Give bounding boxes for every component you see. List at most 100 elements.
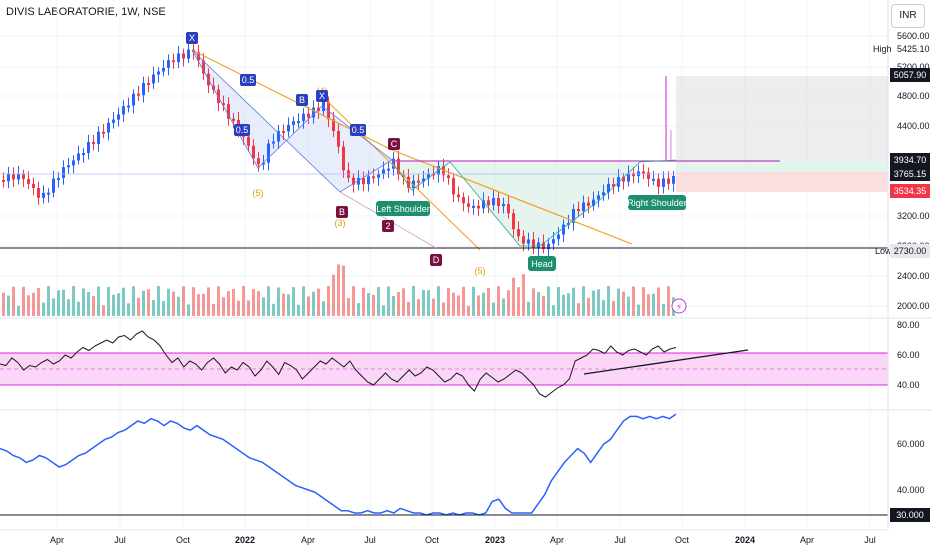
candle-body — [117, 114, 120, 120]
x2-label: X — [319, 91, 325, 101]
candle-body — [367, 176, 370, 185]
candle-body — [282, 131, 285, 134]
volume-bar — [577, 303, 580, 316]
candle-body — [137, 93, 140, 96]
wave-3-label: (3) — [335, 218, 346, 228]
candle-body — [2, 180, 5, 182]
volume-bar — [17, 305, 20, 316]
candle-body — [632, 173, 635, 177]
level1-tag: 3934.70 — [894, 155, 927, 165]
volume-bar — [517, 287, 520, 316]
volume-bar — [497, 286, 500, 316]
candle-body — [122, 106, 125, 115]
volume-bar — [247, 300, 250, 316]
candle-body — [552, 239, 555, 244]
candle-body — [642, 171, 645, 174]
volume-bar — [327, 286, 330, 316]
b2-label: B — [339, 207, 345, 217]
candle-body — [12, 173, 15, 180]
candle-body — [22, 173, 25, 180]
candle-body — [202, 60, 205, 74]
volume-bar — [12, 286, 15, 316]
volume-bar — [662, 303, 665, 316]
volume-bar — [527, 301, 530, 316]
candle-body — [232, 118, 235, 121]
hs-pattern-fill — [392, 162, 640, 246]
volume-bar — [52, 298, 55, 316]
volume-bar — [322, 301, 325, 316]
volume-bar — [407, 301, 410, 316]
candle-body — [277, 131, 280, 142]
volume-bar — [172, 291, 175, 316]
volume-bar — [447, 288, 450, 316]
candle-body — [17, 173, 20, 180]
time-tick-label: Apr — [50, 535, 64, 545]
candle-body — [257, 158, 260, 165]
volume-bar — [342, 265, 345, 316]
volume-bar — [627, 296, 630, 316]
candle-body — [467, 203, 470, 207]
volume-bar — [372, 294, 375, 316]
rsi-tick-label: 80.00 — [897, 320, 920, 330]
oscillator-line — [0, 413, 677, 516]
volume-bar — [287, 294, 290, 316]
lightning-icon[interactable] — [671, 298, 687, 314]
d1-label: D — [433, 255, 440, 265]
candle-body — [32, 183, 35, 189]
chart-title: DIVIS LABORATORIE, 1W, NSE — [6, 6, 166, 18]
time-tick-label: Jul — [614, 535, 626, 545]
volume-bar — [167, 288, 170, 316]
candle-body — [497, 198, 500, 207]
candle-body — [222, 103, 225, 106]
volume-bar — [157, 286, 160, 316]
volume-bar — [132, 286, 135, 316]
candle-body — [502, 203, 505, 207]
candle-body — [652, 178, 655, 181]
volume-bar — [87, 292, 90, 316]
candle-body — [492, 198, 495, 206]
candle-body — [602, 192, 605, 196]
candle-body — [262, 162, 265, 165]
volume-bar — [2, 292, 5, 316]
ratio2-label: 0.5 — [236, 125, 249, 135]
candle-body — [452, 178, 455, 195]
time-tick-label: Oct — [176, 535, 191, 545]
candle-body — [187, 49, 190, 59]
currency-button[interactable]: INR — [891, 4, 925, 28]
candle-body — [667, 178, 670, 184]
high-label: High — [873, 44, 892, 54]
volume-bar — [207, 287, 210, 316]
candle-body — [507, 203, 510, 214]
candle-body — [102, 131, 105, 134]
candle-body — [622, 177, 625, 182]
time-tick-label: Oct — [675, 535, 690, 545]
candle-body — [487, 200, 490, 206]
candle-body — [557, 234, 560, 240]
volume-bar — [77, 301, 80, 316]
volume-bar — [227, 291, 230, 316]
channel-line — [391, 149, 633, 245]
volume-bar — [197, 294, 200, 316]
volume-bar — [92, 296, 95, 316]
rsi-trendline — [583, 349, 749, 375]
volume-bar — [387, 286, 390, 316]
n2-label: 2 — [385, 221, 390, 231]
candle-body — [302, 113, 305, 122]
volume-bar — [617, 288, 620, 316]
high-value: 5425.10 — [897, 44, 930, 54]
volume-bar — [502, 298, 505, 316]
candle-body — [132, 93, 135, 106]
fan-line — [321, 95, 481, 251]
volume-bar — [642, 287, 645, 316]
volume-bar — [127, 303, 130, 316]
candle-body — [342, 146, 345, 171]
candle-body — [357, 178, 360, 185]
c1-label: C — [391, 139, 398, 149]
volume-bar — [482, 292, 485, 316]
volume-bar — [202, 293, 205, 316]
hs-outline — [391, 159, 677, 247]
volume-bar — [312, 291, 315, 316]
time-tick-label: 2024 — [735, 535, 755, 545]
candle-body — [377, 173, 380, 178]
